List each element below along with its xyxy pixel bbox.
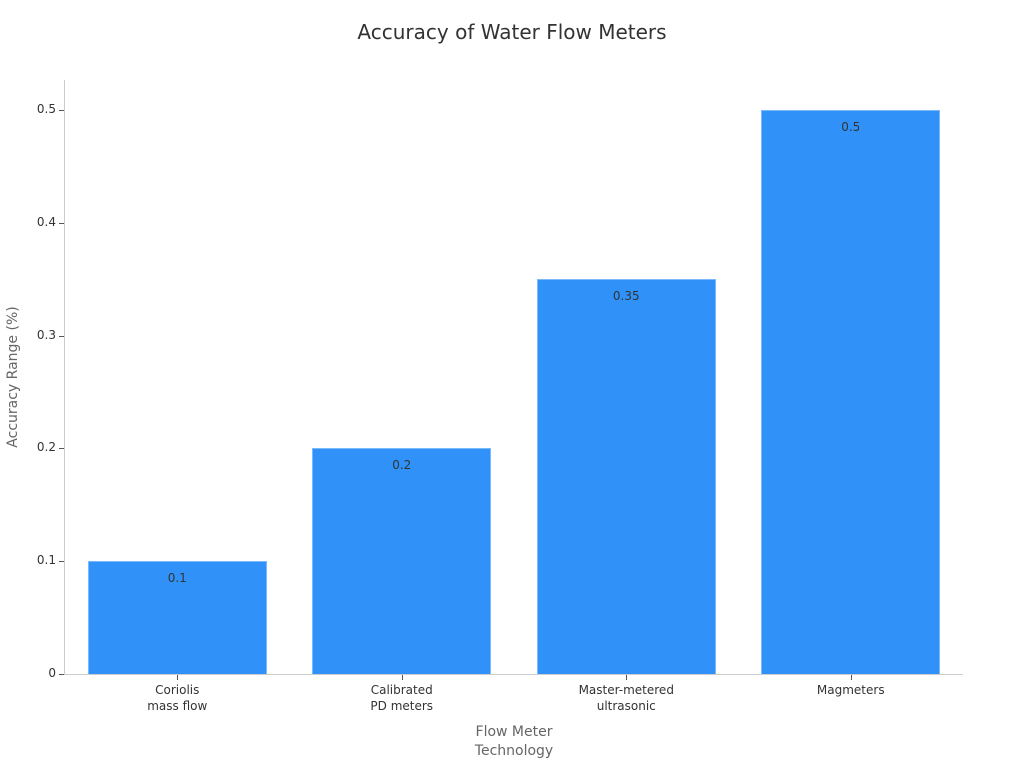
y-tick — [59, 561, 64, 563]
bar-value-label: 0.1 — [167, 571, 187, 586]
x-tick — [402, 675, 403, 680]
bar-value-label: 0.5 — [841, 120, 861, 134]
y-axis-line — [64, 80, 65, 675]
y-tick — [59, 222, 64, 224]
y-tick — [59, 448, 64, 450]
y-tick — [59, 110, 64, 111]
bar: 0.2 — [312, 448, 492, 674]
x-tick-label: Coriolis mass flow — [147, 683, 208, 713]
x-axis-line — [64, 674, 963, 675]
y-tick — [59, 335, 64, 337]
chart-title: Accuracy of Water Flow Meters — [357, 20, 667, 44]
bar-value-label: 0.35 — [612, 289, 640, 304]
bar: 0.35 — [536, 279, 716, 674]
y-tick — [59, 674, 64, 675]
x-tick — [177, 675, 178, 680]
y-tick-label: 0.3 — [36, 327, 56, 342]
x-tick-label: Magmeters — [816, 683, 885, 697]
x-tick — [626, 675, 627, 680]
y-tick-label: 0.5 — [36, 102, 56, 116]
y-tick-label: 0.4 — [36, 214, 56, 229]
x-tick-label: Calibrated PD meters — [370, 683, 434, 713]
y-tick-label: 0.2 — [36, 440, 56, 455]
y-tick-label: 0 — [48, 666, 56, 680]
x-tick-label: Master-metered ultrasonic — [578, 683, 674, 713]
bar: 0.1 — [87, 561, 267, 674]
bar: 0.5 — [761, 110, 941, 674]
x-axis-label: Flow Meter Technology — [474, 724, 554, 759]
x-tick — [851, 675, 852, 680]
y-axis-label: Accuracy Range (%) — [5, 306, 21, 448]
y-tick-label: 0.1 — [36, 553, 56, 568]
bar-value-label: 0.2 — [392, 458, 412, 473]
